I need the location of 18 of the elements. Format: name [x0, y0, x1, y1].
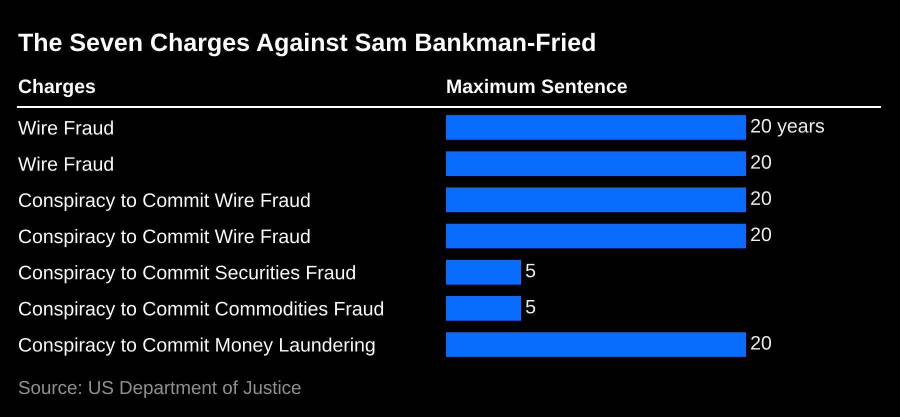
y-tick-label: Conspiracy to Commit Wire Fraud	[18, 228, 310, 248]
data-label: 5	[526, 300, 536, 314]
y-tick-label: Wire Fraud	[18, 156, 113, 171]
chart-title: The Seven Charges Against Sam Bankman-Fried	[18, 32, 595, 56]
data-label: 20	[751, 227, 772, 242]
data-label: 5	[526, 264, 536, 278]
y-tick-label: Conspiracy to Commit Securities Fraud	[18, 265, 355, 284]
data-label: 20	[751, 155, 772, 169]
data-label: 20 years	[751, 118, 824, 137]
y-tick-label: Conspiracy to Commit Money Laundering	[18, 337, 374, 356]
y-tick-label: Conspiracy to Commit Wire Fraud	[18, 192, 310, 211]
x-axis-title: Maximum Sentence	[447, 78, 627, 94]
y-axis-title: Charges	[18, 78, 96, 98]
data-label: 20	[751, 336, 772, 350]
data-label: 20	[751, 191, 772, 206]
y-tick-label: Conspiracy to Commit Commodities Fraud	[18, 301, 384, 320]
source-note: Source: US Department of Justice	[18, 380, 301, 398]
y-tick-label: Wire Fraud	[18, 120, 113, 135]
